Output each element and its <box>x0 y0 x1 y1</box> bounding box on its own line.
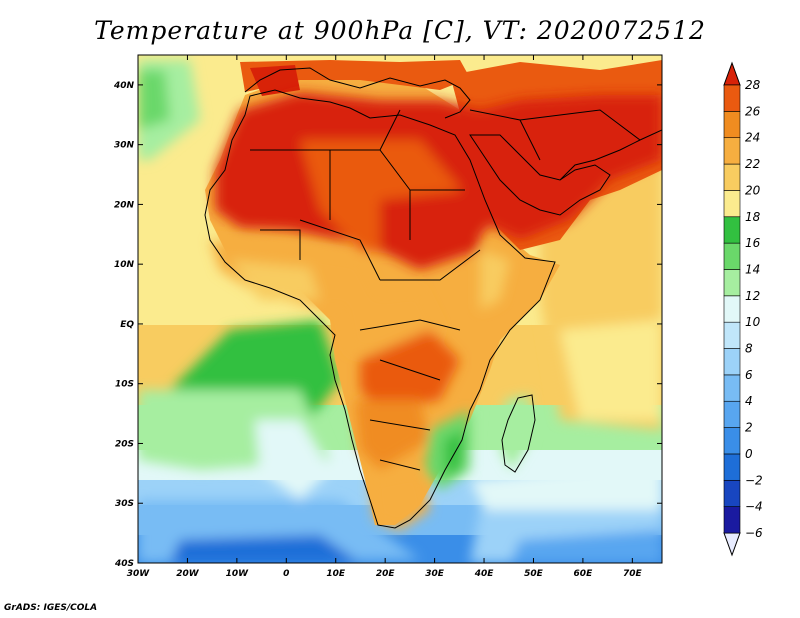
colorbar-label: 6 <box>745 368 753 382</box>
lat-tick-label: 20S <box>115 439 134 449</box>
colorbar-label: 10 <box>745 315 761 329</box>
colorbar-segment <box>723 137 741 165</box>
colorbar-segment <box>723 190 741 218</box>
colorbar-label: −6 <box>745 526 763 540</box>
colorbar-segment <box>723 321 741 349</box>
colorbar-segment <box>723 506 741 534</box>
field-patch <box>500 395 530 470</box>
latitude-axis: 40N 30N 20N 10N EQ 10S 20S 30S 40S <box>113 81 662 569</box>
colorbar-segment <box>723 348 741 376</box>
lat-tick-label: 20N <box>114 200 135 210</box>
map-frame <box>137 54 663 564</box>
colorbar-label: 2 <box>745 421 753 435</box>
field-patch <box>560 320 662 420</box>
map-title: Temperature at 900hPa [C], VT: 202007251… <box>94 16 706 45</box>
lon-tick-label: 30W <box>127 569 151 579</box>
coastline-mediterranean <box>244 67 471 119</box>
colorbar-segment <box>723 374 741 402</box>
lat-tick-label: 40N <box>113 81 135 91</box>
lon-tick-label: 20E <box>376 569 396 579</box>
colorbar-label: 28 <box>745 78 761 92</box>
field-patch <box>355 400 430 470</box>
colorbar-segment <box>723 427 741 455</box>
lat-tick-label: 10S <box>115 380 134 390</box>
colorbar-label: 20 <box>745 183 761 197</box>
colorbar-segment <box>723 400 741 428</box>
colorbar-segment <box>723 453 741 481</box>
field-patch <box>255 420 330 500</box>
field-patch <box>380 190 480 270</box>
colorbar-label: 8 <box>745 342 753 356</box>
lon-tick-label: 60E <box>574 569 594 579</box>
colorbar-label: 24 <box>745 131 760 145</box>
colorbar-label: −2 <box>745 473 763 487</box>
colorbar-label: 16 <box>745 236 761 250</box>
colorbar-segment <box>723 84 741 112</box>
lon-tick-label: 30E <box>425 569 445 579</box>
coastlines <box>204 67 662 529</box>
colorbar-label: 22 <box>745 157 760 171</box>
lon-tick-label: 50E <box>524 569 544 579</box>
colorbar-label: 26 <box>745 104 761 118</box>
lon-tick-label: 40E <box>474 569 495 579</box>
lon-tick-label: 0 <box>283 569 289 579</box>
lon-tick-label: 10E <box>326 569 346 579</box>
field-patch <box>170 535 360 563</box>
colorbar-segment <box>723 111 741 139</box>
colorbar-label: 4 <box>745 394 753 408</box>
lat-tick-label: 30S <box>115 499 134 509</box>
colorbar-label: 18 <box>745 210 761 224</box>
country-borders <box>250 109 641 471</box>
colorbar-label: 0 <box>745 447 753 461</box>
lon-tick-label: 70E <box>623 569 643 579</box>
field-patch <box>480 250 510 310</box>
colorbar-segment <box>723 216 741 244</box>
field-patch <box>138 70 170 130</box>
colorbar-segment <box>723 269 741 297</box>
colorbar-segment <box>723 479 741 507</box>
lon-tick-label: 20W <box>176 569 200 579</box>
coastline-arabia <box>469 134 611 216</box>
land-iberia <box>250 65 300 96</box>
longitude-axis: 30W 20W 10W 0 10E 20E 30E 40E 50E 60E 70E <box>127 55 643 579</box>
colorbar-label: 12 <box>745 289 760 303</box>
colorbar-segment <box>723 242 741 270</box>
colorbar-under-triangle <box>723 532 741 557</box>
colorbar-label: −4 <box>745 500 763 514</box>
lat-tick-label: 30N <box>114 141 135 151</box>
lat-tick-label: 40S <box>114 559 134 569</box>
lon-tick-label: 10W <box>226 569 250 579</box>
colorbar-label: 14 <box>745 262 760 276</box>
colorbar-segment <box>723 295 741 323</box>
colorbar-segment <box>723 163 741 191</box>
field-patch <box>510 530 662 563</box>
coastline-persian-gulf <box>559 129 662 181</box>
field-patch <box>230 260 320 300</box>
lat-tick-label: EQ <box>120 320 134 330</box>
colorbar-over-triangle <box>723 61 741 86</box>
coastline-madagascar <box>501 394 536 473</box>
temperature-field <box>138 55 662 563</box>
lat-tick-label: 10N <box>114 260 135 270</box>
coastline-africa <box>204 89 556 529</box>
credit-text: GrADS: IGES/COLA <box>4 603 98 613</box>
